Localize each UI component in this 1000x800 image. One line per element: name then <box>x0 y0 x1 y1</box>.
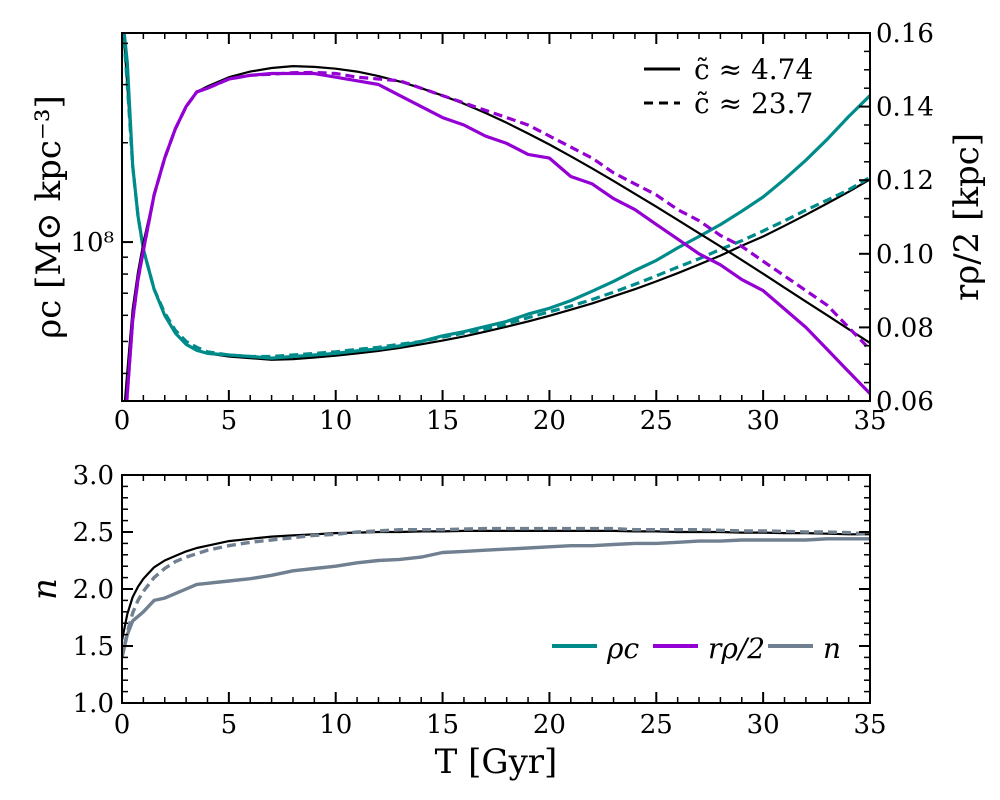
right-tick-label: 0.10 <box>876 240 934 270</box>
top-x-tick-label: 5 <box>221 406 238 436</box>
top-series-line-4 <box>125 71 870 401</box>
right-tick-label: 0.14 <box>876 93 934 123</box>
bottom-legend-label: ρc <box>606 632 639 665</box>
top-series-line-3 <box>123 64 870 401</box>
bottom-x-tick-label: 5 <box>221 710 238 740</box>
bottom-plot-frame <box>121 474 871 704</box>
bottom-legend-label: n <box>823 632 841 665</box>
bottom-y-tick-label: 1.0 <box>73 689 114 719</box>
bottom-x-axis-label: T [Gyr] <box>435 742 558 782</box>
right-tick-label: 0.08 <box>876 313 934 343</box>
bottom-x-tick-label: 0 <box>114 710 131 740</box>
bottom-x-tick-label: 10 <box>319 710 352 740</box>
bottom-y-tick-label: 3.0 <box>73 461 114 491</box>
top-x-tick-label: 0 <box>114 406 131 436</box>
bottom-series-line-2 <box>122 526 870 658</box>
bottom-y-axis-label: n <box>25 578 65 600</box>
top-series-group <box>122 33 870 401</box>
bottom-x-tick-label: 25 <box>640 710 673 740</box>
top-x-tick-label: 15 <box>426 406 459 436</box>
bottom-y-tick-label: 2.0 <box>73 575 114 605</box>
bottom-x-tick-label: 20 <box>533 710 566 740</box>
top-x-tick-label: 35 <box>853 406 886 436</box>
legend-label-dashed: c̃ ≈ 23.7 <box>694 87 813 120</box>
top-legend: c̃ ≈ 4.74c̃ ≈ 23.7 <box>644 53 813 120</box>
bottom-x-tick-label: 35 <box>853 710 886 740</box>
bottom-series-line-0 <box>122 529 870 641</box>
top-series-line-5 <box>125 70 870 401</box>
bottom-legend-label: rρ/2 <box>708 632 765 665</box>
top-x-tick-label: 10 <box>319 406 352 436</box>
right-tick-label: 0.12 <box>876 166 934 196</box>
left-tick-label: 10⁸ <box>70 228 114 258</box>
right-tick-label: 0.16 <box>876 19 934 49</box>
legend-label-solid: c̃ ≈ 4.74 <box>694 53 813 86</box>
bottom-x-tick-label: 30 <box>747 710 780 740</box>
bottom-panel: 0 5 10 15 20 25 30 35 1.0 1.5 2.0 2.5 3.0 n T [Gyr] ρc r… <box>25 461 887 782</box>
bottom-series-line-1 <box>122 537 870 658</box>
top-panel: 0 5 10 15 20 25 30 35 10⁸ 0.06 0.08 0.10 0.12 0.14 0.1… <box>29 19 987 436</box>
bottom-y-tick-label: 2.5 <box>73 518 114 548</box>
top-x-tick-label: 30 <box>747 406 780 436</box>
top-x-tick-label: 20 <box>533 406 566 436</box>
right-axis-label: rρ/2 [kpc] <box>947 133 987 301</box>
bottom-y-tick-label: 1.5 <box>73 632 114 662</box>
left-axis-label: ρc [M⊙ kpc⁻³] <box>29 95 69 338</box>
top-x-tick-label: 25 <box>640 406 673 436</box>
right-tick-label: 0.06 <box>876 387 934 417</box>
bottom-series-group <box>122 526 870 658</box>
bottom-x-tick-label: 15 <box>426 710 459 740</box>
bottom-legend: ρc rρ/2 n <box>552 632 841 665</box>
